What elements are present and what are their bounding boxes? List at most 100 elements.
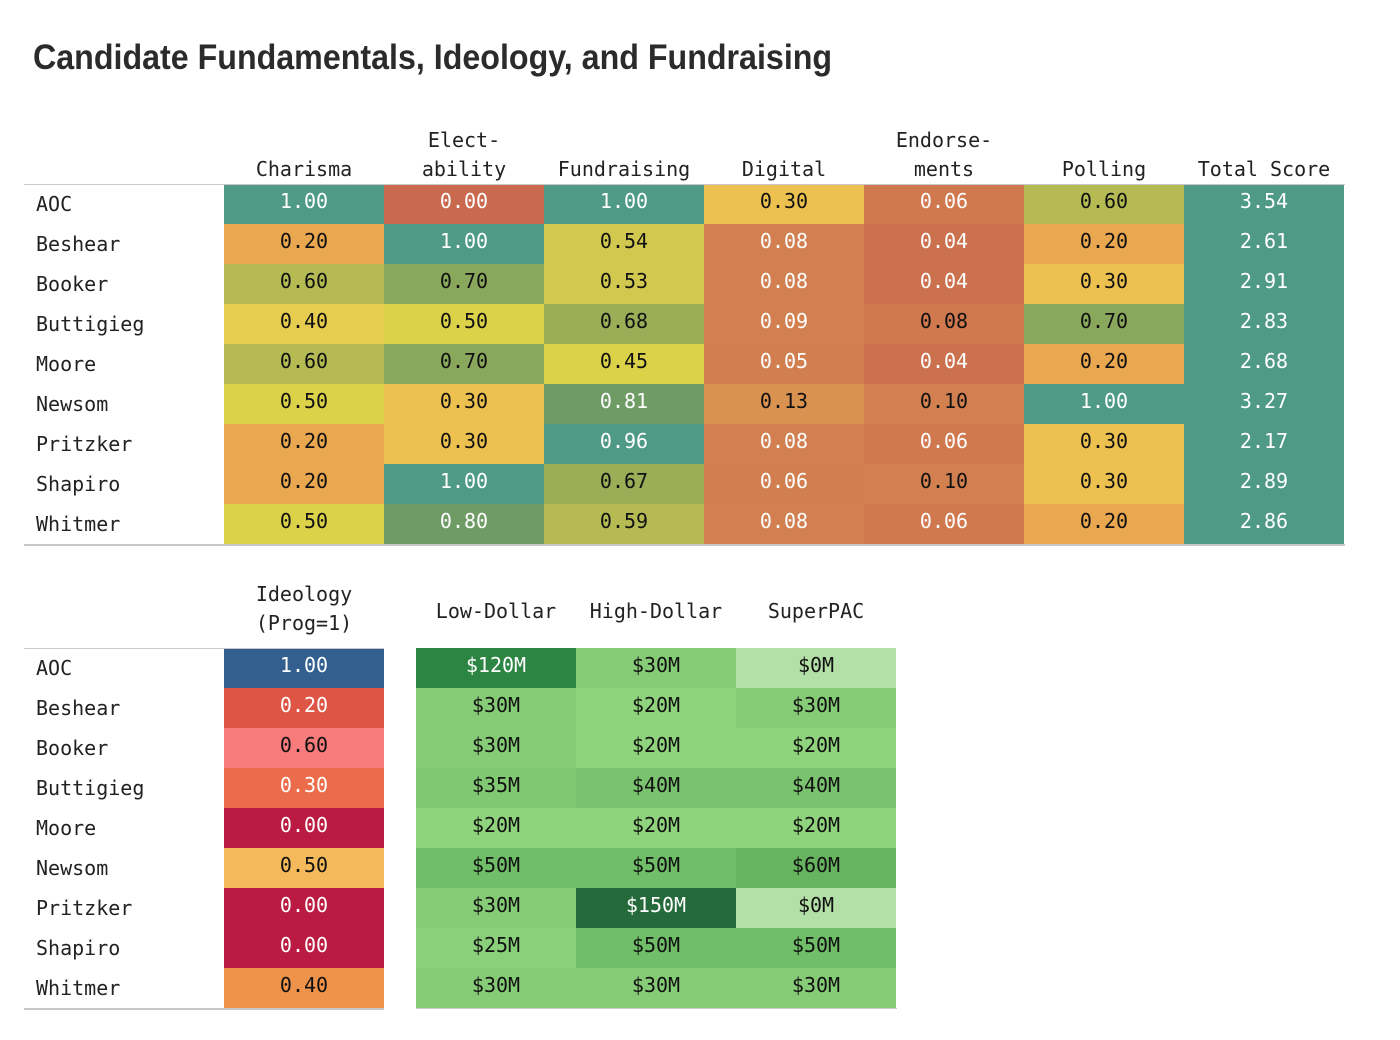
cell-whitmer-low-dollar: $30M <box>416 968 576 1008</box>
page-title: Candidate Fundamentals, Ideology, and Fu… <box>33 38 833 77</box>
row-label-moore: Moore <box>36 816 97 840</box>
cell-beshear-high-dollar: $20M <box>576 688 736 728</box>
row-label-beshear: Beshear <box>36 696 121 720</box>
cell-shapiro-high-dollar: $50M <box>576 928 736 968</box>
column-header-high-dollar: High-Dollar <box>589 599 723 623</box>
row-label-newsom: Newsom <box>36 856 109 880</box>
cell-buttigieg-charisma: 0.40 <box>224 304 384 344</box>
cell-booker-low-dollar: $30M <box>416 728 576 768</box>
cell-booker-fundraising: 0.53 <box>544 264 704 304</box>
cell-buttigieg-ideology-prog-1: 0.30 <box>224 768 384 808</box>
table-rule <box>24 184 1345 185</box>
cell-beshear-ideology-prog-1: 0.20 <box>224 688 384 728</box>
cell-pritzker-digital: 0.08 <box>704 424 864 464</box>
cell-aoc-charisma: 1.00 <box>224 184 384 224</box>
table-rule <box>24 544 1345 546</box>
cell-aoc-endorse-ments: 0.06 <box>864 184 1024 224</box>
cell-whitmer-endorse-ments: 0.06 <box>864 504 1024 544</box>
column-header-digital: Digital <box>741 157 827 181</box>
cell-shapiro-total-score: 2.89 <box>1184 464 1344 504</box>
cell-moore-fundraising: 0.45 <box>544 344 704 384</box>
row-label-buttigieg: Buttigieg <box>36 776 145 800</box>
row-label-booker: Booker <box>36 736 109 760</box>
cell-newsom-charisma: 0.50 <box>224 384 384 424</box>
column-header-fundraising: Fundraising <box>557 157 691 181</box>
cell-pritzker-polling: 0.30 <box>1024 424 1184 464</box>
cell-moore-charisma: 0.60 <box>224 344 384 384</box>
row-label-moore: Moore <box>36 352 97 376</box>
cell-whitmer-charisma: 0.50 <box>224 504 384 544</box>
column-header-low-dollar: Low-Dollar <box>435 599 557 623</box>
cell-whitmer-elect-ability: 0.80 <box>384 504 544 544</box>
row-label-whitmer: Whitmer <box>36 512 121 536</box>
column-header-elect-ability: Elect- ability <box>421 128 507 181</box>
cell-beshear-charisma: 0.20 <box>224 224 384 264</box>
column-header-endorse-ments: Endorse- ments <box>895 128 993 181</box>
cell-newsom-polling: 1.00 <box>1024 384 1184 424</box>
cell-newsom-digital: 0.13 <box>704 384 864 424</box>
cell-shapiro-fundraising: 0.67 <box>544 464 704 504</box>
cell-aoc-low-dollar: $120M <box>416 648 576 688</box>
cell-booker-digital: 0.08 <box>704 264 864 304</box>
cell-booker-polling: 0.30 <box>1024 264 1184 304</box>
row-label-shapiro: Shapiro <box>36 472 121 496</box>
cell-whitmer-fundraising: 0.59 <box>544 504 704 544</box>
column-header-superpac: SuperPAC <box>767 599 865 623</box>
cell-moore-superpac: $20M <box>736 808 896 848</box>
cell-buttigieg-fundraising: 0.68 <box>544 304 704 344</box>
cell-shapiro-low-dollar: $25M <box>416 928 576 968</box>
cell-buttigieg-polling: 0.70 <box>1024 304 1184 344</box>
cell-aoc-high-dollar: $30M <box>576 648 736 688</box>
cell-moore-elect-ability: 0.70 <box>384 344 544 384</box>
cell-pritzker-total-score: 2.17 <box>1184 424 1344 464</box>
column-header-total-score: Total Score <box>1197 157 1331 181</box>
cell-moore-digital: 0.05 <box>704 344 864 384</box>
cell-whitmer-high-dollar: $30M <box>576 968 736 1008</box>
column-header-ideology-prog-1: Ideology (Prog=1) <box>255 582 353 635</box>
cell-buttigieg-total-score: 2.83 <box>1184 304 1344 344</box>
cell-beshear-polling: 0.20 <box>1024 224 1184 264</box>
cell-moore-ideology-prog-1: 0.00 <box>224 808 384 848</box>
cell-aoc-digital: 0.30 <box>704 184 864 224</box>
cell-shapiro-digital: 0.06 <box>704 464 864 504</box>
cell-beshear-digital: 0.08 <box>704 224 864 264</box>
row-label-aoc: AOC <box>36 192 73 216</box>
cell-newsom-superpac: $60M <box>736 848 896 888</box>
cell-newsom-elect-ability: 0.30 <box>384 384 544 424</box>
cell-pritzker-fundraising: 0.96 <box>544 424 704 464</box>
row-label-aoc: AOC <box>36 656 73 680</box>
row-label-whitmer: Whitmer <box>36 976 121 1000</box>
column-header-polling: Polling <box>1061 157 1147 181</box>
cell-booker-superpac: $20M <box>736 728 896 768</box>
cell-beshear-low-dollar: $30M <box>416 688 576 728</box>
cell-aoc-fundraising: 1.00 <box>544 184 704 224</box>
cell-pritzker-low-dollar: $30M <box>416 888 576 928</box>
cell-booker-ideology-prog-1: 0.60 <box>224 728 384 768</box>
cell-aoc-total-score: 3.54 <box>1184 184 1344 224</box>
cell-buttigieg-superpac: $40M <box>736 768 896 808</box>
cell-booker-charisma: 0.60 <box>224 264 384 304</box>
cell-pritzker-endorse-ments: 0.06 <box>864 424 1024 464</box>
cell-shapiro-polling: 0.30 <box>1024 464 1184 504</box>
row-label-pritzker: Pritzker <box>36 432 133 456</box>
cell-aoc-superpac: $0M <box>736 648 896 688</box>
cell-pritzker-charisma: 0.20 <box>224 424 384 464</box>
cell-buttigieg-low-dollar: $35M <box>416 768 576 808</box>
cell-booker-endorse-ments: 0.04 <box>864 264 1024 304</box>
cell-booker-high-dollar: $20M <box>576 728 736 768</box>
cell-pritzker-superpac: $0M <box>736 888 896 928</box>
cell-newsom-ideology-prog-1: 0.50 <box>224 848 384 888</box>
cell-pritzker-elect-ability: 0.30 <box>384 424 544 464</box>
cell-moore-high-dollar: $20M <box>576 808 736 848</box>
cell-aoc-ideology-prog-1: 1.00 <box>224 648 384 688</box>
cell-moore-endorse-ments: 0.04 <box>864 344 1024 384</box>
cell-newsom-low-dollar: $50M <box>416 848 576 888</box>
row-label-shapiro: Shapiro <box>36 936 121 960</box>
cell-booker-elect-ability: 0.70 <box>384 264 544 304</box>
cell-beshear-total-score: 2.61 <box>1184 224 1344 264</box>
table-rule <box>24 1008 384 1010</box>
cell-whitmer-digital: 0.08 <box>704 504 864 544</box>
cell-whitmer-polling: 0.20 <box>1024 504 1184 544</box>
cell-aoc-polling: 0.60 <box>1024 184 1184 224</box>
row-label-booker: Booker <box>36 272 109 296</box>
